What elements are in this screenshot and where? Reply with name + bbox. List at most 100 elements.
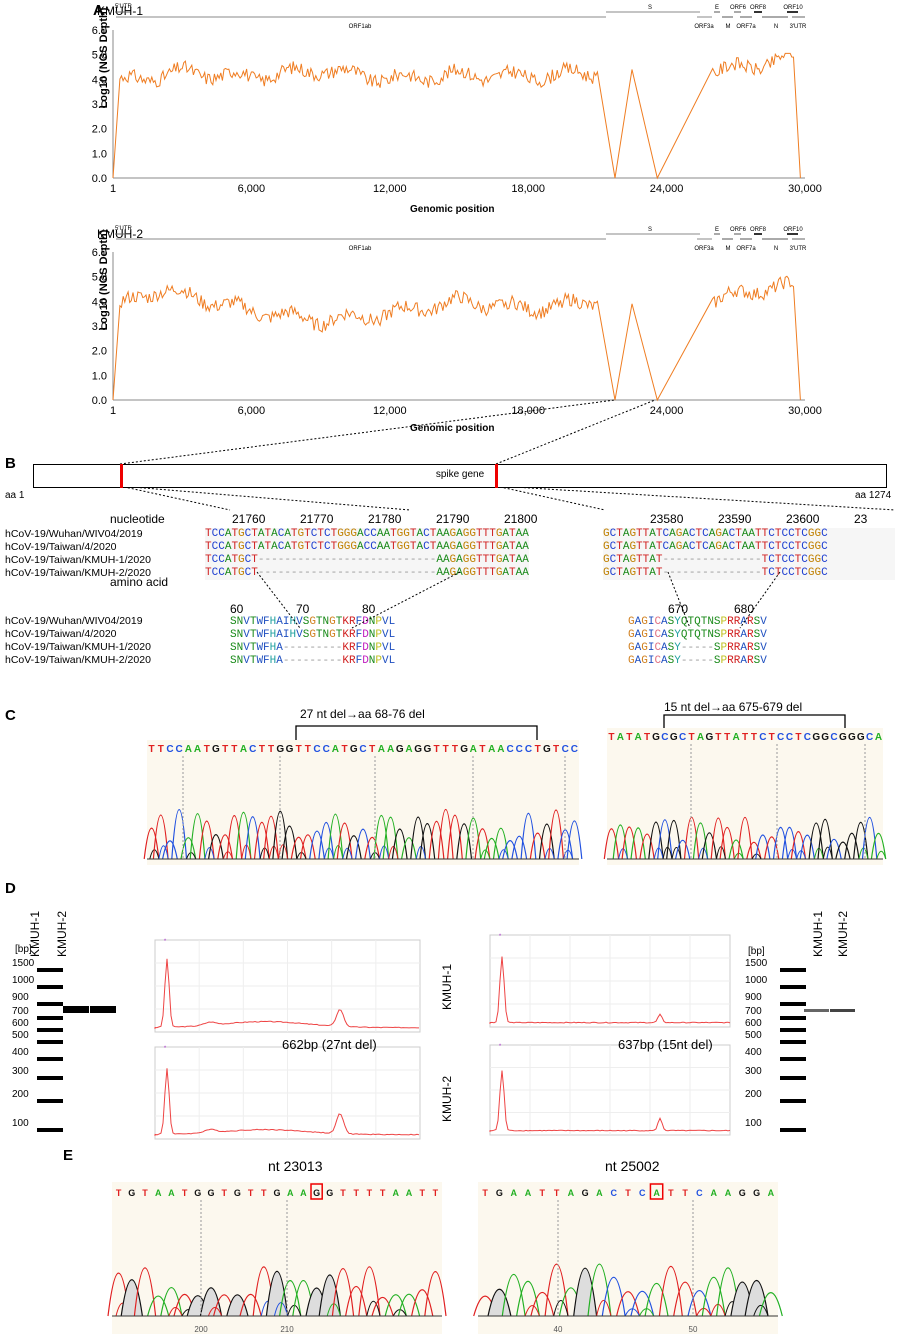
chromatogram-peak: [273, 1302, 289, 1317]
base-call: A: [300, 1188, 307, 1198]
y-tick-label: 3.0: [92, 321, 107, 333]
ladder-band: [37, 1016, 63, 1020]
depth-plot-kmuh1: 6.0 5.0 4.0 3.0 2.0 1.0 0.01 6,000 12,000 18,000 2…: [92, 4, 822, 195]
base-call: A: [568, 1188, 575, 1198]
gene-label: ORF10: [783, 227, 803, 233]
chromatogram-peak: [384, 1294, 407, 1317]
chromatogram-peak: [447, 814, 463, 860]
base-call: T: [682, 1188, 688, 1198]
y-tick-label: 5.0: [92, 272, 107, 284]
ladder-band: [780, 985, 806, 989]
ladder-size-label: 700: [745, 1006, 762, 1017]
strain-name: hCoV-19/Taiwan/KMUH-1/2020: [5, 641, 151, 653]
chromatogram-peak: [658, 1265, 683, 1317]
chromatogram-peak: [710, 817, 726, 860]
base-call: T: [296, 744, 302, 755]
aa-alignment-left: SNVTWFHAIHVSGTNGTKRFDNPVL SNVTWFHAIHVSGTN…: [230, 616, 395, 668]
chromatogram-peak: [355, 828, 371, 860]
base-call: G: [460, 744, 468, 755]
chromatogram-peak: [603, 828, 620, 860]
chromatogram-peak: [530, 1292, 555, 1317]
tick-label: 60: [230, 602, 244, 616]
chromatogram-peak: [299, 834, 316, 860]
tick-label: 670: [668, 602, 689, 616]
aa-sequence-row: SNVTWFHA---------KRFDNPVL: [230, 655, 396, 667]
depth-series-line: [112, 275, 801, 402]
chromatogram-peak: [553, 1299, 569, 1317]
chromatogram-peak: [204, 847, 215, 860]
base-call: C: [571, 744, 578, 755]
base-call: A: [596, 1188, 603, 1198]
base-call: T: [353, 1188, 359, 1198]
tick-label: 80: [362, 602, 376, 616]
base-call: A: [168, 1188, 175, 1198]
base-call: A: [697, 732, 704, 743]
base-call: T: [795, 732, 801, 743]
chromatogram-peak: [180, 837, 197, 860]
gene-label: S: [648, 227, 652, 233]
chromatogram-peak: [336, 822, 353, 860]
chromatogram-peak: [345, 835, 362, 860]
chromatogram-peak: [133, 1267, 157, 1317]
base-call: T: [715, 732, 721, 743]
chromatogram-peak: [410, 816, 427, 860]
ladder-size-label: 300: [745, 1066, 762, 1077]
chromatogram-peak: [683, 817, 700, 860]
chromatogram-peak: [524, 1305, 540, 1317]
chromatogram-peak: [573, 1267, 598, 1317]
aa-alignment-right: GAGICASYQTQTNSPRRARSV GAGICASYQTQTNSPRRAR…: [628, 616, 767, 668]
chromatogram-peak: [147, 1295, 170, 1317]
ladder-band: [780, 1099, 806, 1103]
ladder-band: [37, 1040, 63, 1044]
y-tick-label: 4.0: [92, 296, 107, 308]
tick-label: 21760: [232, 512, 266, 526]
ladder-band: [37, 1028, 63, 1032]
base-call: A: [240, 744, 247, 755]
electropherogram-trace: [489, 956, 731, 1024]
chromatogram-peak: [160, 1286, 183, 1317]
ladder-band: [37, 1057, 63, 1061]
ladder-size-label: 600: [745, 1018, 762, 1029]
base-call: A: [732, 732, 739, 743]
ladder-size-label: 200: [12, 1089, 29, 1100]
base-call: T: [689, 732, 695, 743]
electropherogram-trace: [489, 1070, 731, 1132]
tick-label: 23: [854, 512, 868, 526]
chromatogram-peak: [835, 841, 851, 860]
depth-plot-kmuh2: 6.0 5.0 4.0 3.0 2.0 1.0 0.01 6,000 12,000 18,000 2…: [92, 226, 822, 417]
chromatogram-peak: [671, 846, 682, 860]
base-call: T: [540, 1188, 546, 1198]
nt-sequence-row: TCCATGCTATACATGTCTCTGGGACCAATGGTACTAAGAG…: [205, 541, 529, 553]
base-call: T: [625, 1188, 631, 1198]
chromatogram-peak: [630, 827, 646, 860]
plot-title-kmuh1: KMUH-1: [97, 4, 144, 18]
gene-label: 5'UTR: [115, 4, 132, 10]
chromatogram-peak: [673, 1281, 698, 1317]
base-call: A: [194, 744, 201, 755]
chromatogram-peak: [587, 1263, 612, 1317]
ladder-size-label: 1000: [12, 975, 35, 986]
y-tick-label: 0.0: [92, 173, 107, 185]
strain-name: hCoV-19/Taiwan/4/2020: [5, 541, 117, 553]
base-call: G: [652, 732, 660, 743]
axis-tick-label: 40: [554, 1325, 563, 1334]
gene-label: N: [774, 246, 778, 252]
chromatogram-peak: [861, 817, 878, 860]
chromatogram-peak: [168, 1306, 183, 1317]
ladder-size-label: 400: [12, 1047, 29, 1058]
chromatogram-peak: [781, 826, 798, 860]
bioanalyzer-left: * * * *: [154, 934, 855, 1140]
depth-series-line: [112, 52, 801, 180]
deletion-label-left: 27 nt del→aa 68-76 del: [300, 707, 425, 721]
gene-label: 3'UTR: [790, 246, 807, 252]
chromatogram-peak: [208, 834, 224, 860]
base-call: G: [313, 1188, 320, 1198]
tick-label: 21790: [436, 512, 470, 526]
nt-alignment-right: GCTAGTTATCAGACTCAGACTAATTCTCCTCGGC GCTAGT…: [603, 528, 895, 580]
gene-label: ORF8: [750, 5, 767, 11]
aa-sequence-row: GAGICASY-----SPRRARSV: [628, 655, 767, 667]
base-call: A: [710, 1188, 717, 1198]
tick-label: 23590: [718, 512, 752, 526]
chromatogram-peak: [675, 839, 691, 860]
chromatogram-peak: [487, 1288, 512, 1317]
